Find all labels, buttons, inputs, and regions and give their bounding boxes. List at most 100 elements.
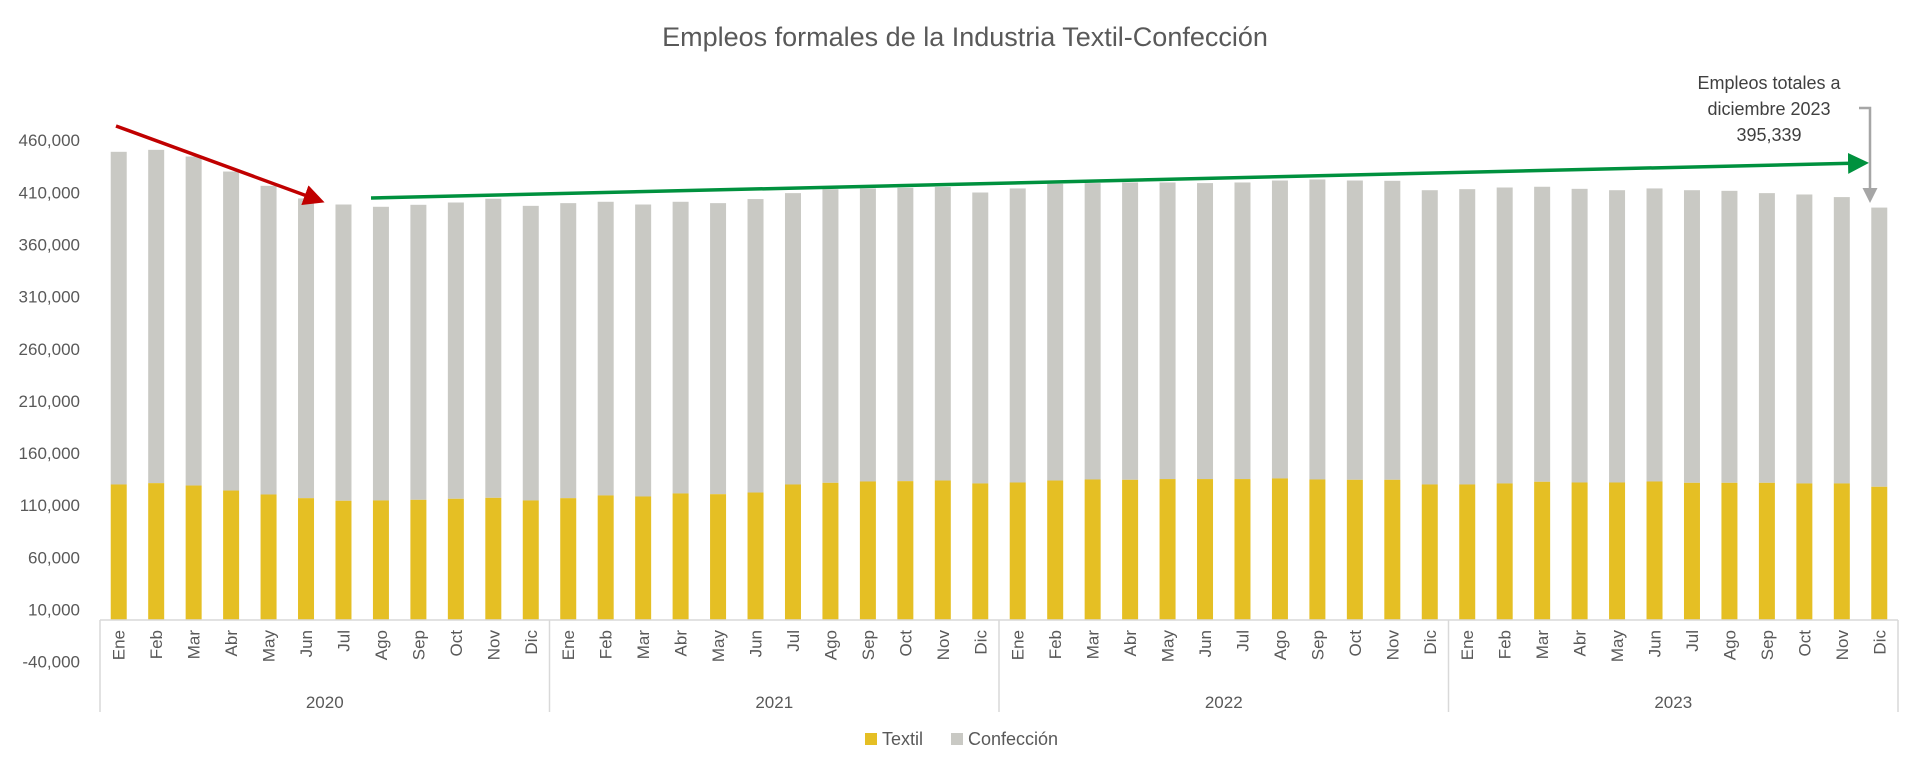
y-tick-label: -40,000 [22, 653, 80, 672]
annotation-line-2: diciembre 2023 [1707, 99, 1830, 119]
x-tick-label-month: Ago [1271, 630, 1290, 660]
bar-textil [1833, 483, 1850, 620]
y-tick-label: 360,000 [19, 235, 80, 254]
bar-confeccion [1084, 183, 1101, 480]
x-tick-label-year: 2022 [1205, 693, 1243, 712]
y-tick-label: 60,000 [28, 548, 80, 567]
bar-textil [148, 483, 165, 620]
x-tick-label-month: Ene [1009, 630, 1028, 660]
bar-textil [1197, 479, 1214, 620]
legend: Textil Confección [865, 729, 1058, 749]
annotation-line-1: Empleos totales a [1697, 73, 1841, 93]
bar-textil [485, 497, 502, 620]
y-tick-label: 460,000 [19, 131, 80, 150]
bar-confeccion [260, 185, 277, 495]
y-tick-label: 210,000 [19, 392, 80, 411]
x-tick-label-month: Oct [1346, 630, 1365, 657]
bar-textil [1721, 482, 1738, 620]
bar-textil [747, 492, 764, 620]
bar-confeccion [1646, 188, 1663, 482]
x-tick-label-month: Jun [1196, 630, 1215, 657]
bar-confeccion [1009, 188, 1026, 483]
bar-textil [1084, 479, 1101, 620]
bar-confeccion [1871, 207, 1888, 487]
bar-confeccion [1833, 197, 1850, 484]
bar-textil [1271, 478, 1288, 620]
bar-confeccion [1758, 193, 1775, 483]
bar-confeccion [447, 202, 464, 499]
x-tick-label-month: Ene [1458, 630, 1477, 660]
chart-title: Empleos formales de la Industria Textil-… [662, 22, 1268, 52]
x-tick-label-month: Sep [409, 630, 428, 660]
legend-swatch-confeccion [951, 733, 963, 745]
bar-textil [784, 484, 801, 620]
x-tick-label-month: Nov [1383, 630, 1402, 661]
bar-textil [822, 482, 839, 620]
bar-confeccion [897, 187, 914, 482]
total-pointer-arrow [1859, 106, 1878, 203]
bar-textil [859, 481, 876, 620]
x-tick-label-month: Dic [1870, 630, 1889, 655]
y-tick-label: 310,000 [19, 288, 80, 307]
bar-confeccion [1721, 190, 1738, 483]
bars [110, 149, 1888, 620]
x-tick-label-month: Dic [522, 630, 541, 655]
bar-textil [185, 485, 202, 620]
bar-textil [1122, 479, 1139, 620]
bar-textil [1234, 479, 1251, 620]
bar-textil [635, 496, 652, 620]
bar-confeccion [148, 149, 165, 484]
x-tick-label-month: Abr [1121, 630, 1140, 657]
bar-confeccion [298, 198, 315, 499]
bar-textil [1571, 482, 1588, 620]
x-tick-label-year: 2023 [1654, 693, 1692, 712]
bar-textil [1646, 481, 1663, 620]
bar-confeccion [1683, 190, 1700, 483]
bar-confeccion [1047, 183, 1064, 481]
bar-confeccion [1309, 179, 1326, 480]
bar-textil [710, 494, 727, 620]
bar-confeccion [747, 199, 764, 493]
x-tick-label-month: Feb [597, 630, 616, 659]
x-tick-label-month: Mar [634, 630, 653, 660]
bar-textil [1871, 486, 1888, 620]
bar-textil [1384, 479, 1401, 620]
y-tick-label: 10,000 [28, 601, 80, 620]
bar-confeccion [485, 198, 502, 498]
x-tick-label-month: May [260, 630, 279, 663]
x-tick-label-month: Ago [372, 630, 391, 660]
x-tick-label-month: May [1159, 630, 1178, 663]
y-tick-label: 160,000 [19, 444, 80, 463]
bar-confeccion [635, 204, 652, 497]
x-tick-label-month: Jun [297, 630, 316, 657]
bar-textil [1346, 479, 1363, 620]
bar-confeccion [1459, 189, 1476, 485]
bar-confeccion [185, 156, 202, 486]
bar-textil [672, 493, 689, 620]
x-tick-label-month: Feb [147, 630, 166, 659]
bar-confeccion [972, 192, 989, 484]
bar-confeccion [822, 189, 839, 483]
x-tick-label-month: Oct [1795, 630, 1814, 657]
bar-confeccion [1421, 190, 1438, 485]
bar-confeccion [1571, 188, 1588, 483]
x-tick-label-month: Ago [821, 630, 840, 660]
bar-confeccion [1796, 194, 1813, 484]
bar-textil [1421, 484, 1438, 620]
legend-swatch-textil [865, 733, 877, 745]
x-tick-label-month: Feb [1046, 630, 1065, 659]
bar-textil [1459, 484, 1476, 620]
bar-confeccion [223, 171, 240, 491]
bar-confeccion [1271, 180, 1288, 479]
bar-textil [972, 483, 989, 620]
bar-confeccion [335, 204, 352, 501]
x-tick-label-month: Jul [1233, 630, 1252, 652]
bar-confeccion [1496, 187, 1513, 484]
x-tick-label-month: Nov [934, 630, 953, 661]
x-tick-label-month: May [709, 630, 728, 663]
bar-confeccion [597, 201, 614, 496]
growth-arrow [370, 152, 1869, 200]
bar-confeccion [1384, 180, 1401, 480]
x-tick-label-year: 2021 [755, 693, 793, 712]
